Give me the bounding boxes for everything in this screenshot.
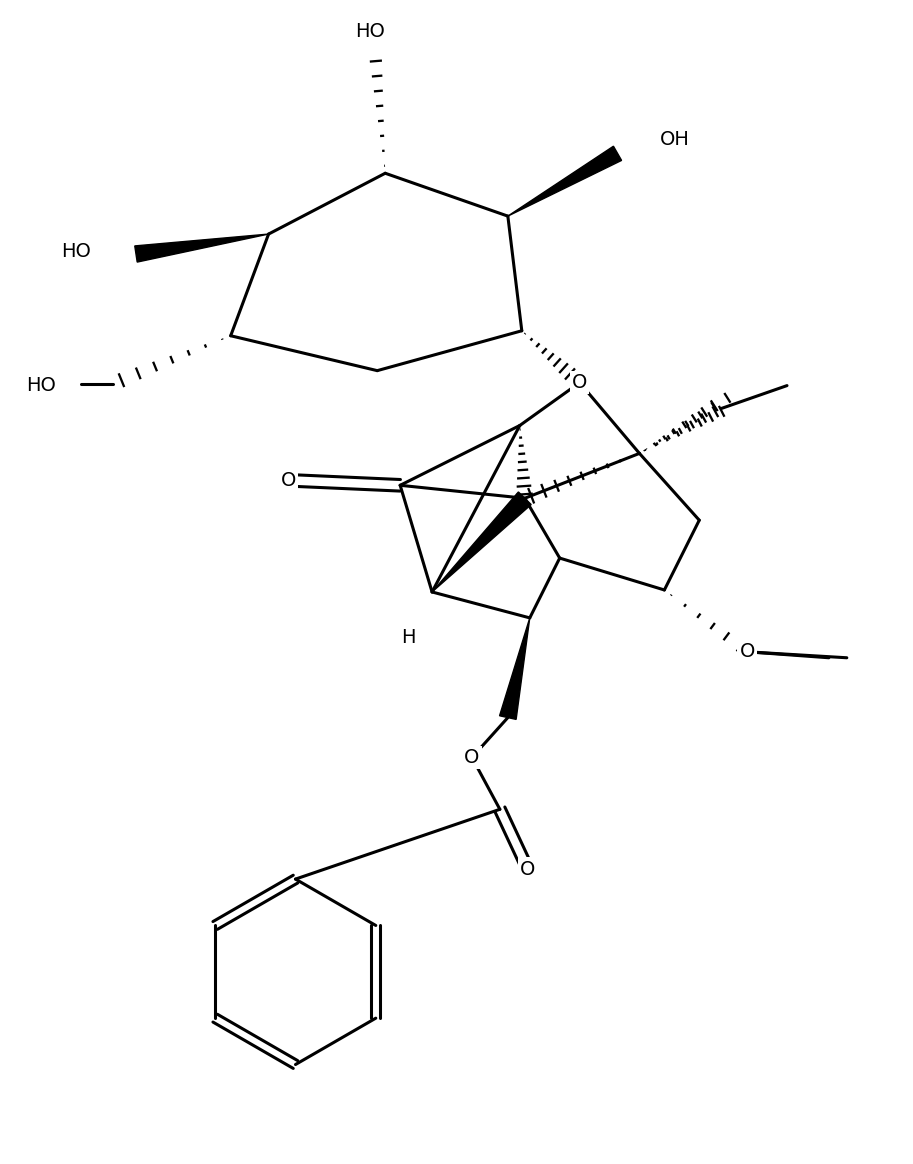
Polygon shape xyxy=(499,618,530,719)
Text: O: O xyxy=(520,860,535,879)
Polygon shape xyxy=(508,147,622,217)
Text: O: O xyxy=(281,470,296,490)
Text: O: O xyxy=(740,643,755,661)
Polygon shape xyxy=(135,234,268,262)
Text: O: O xyxy=(465,748,479,767)
Text: OH: OH xyxy=(659,130,689,149)
Text: H: H xyxy=(401,629,415,647)
Text: HO: HO xyxy=(61,241,91,261)
Text: HO: HO xyxy=(355,22,385,41)
Text: O: O xyxy=(572,374,587,392)
Text: HO: HO xyxy=(26,376,57,395)
Polygon shape xyxy=(432,492,531,592)
